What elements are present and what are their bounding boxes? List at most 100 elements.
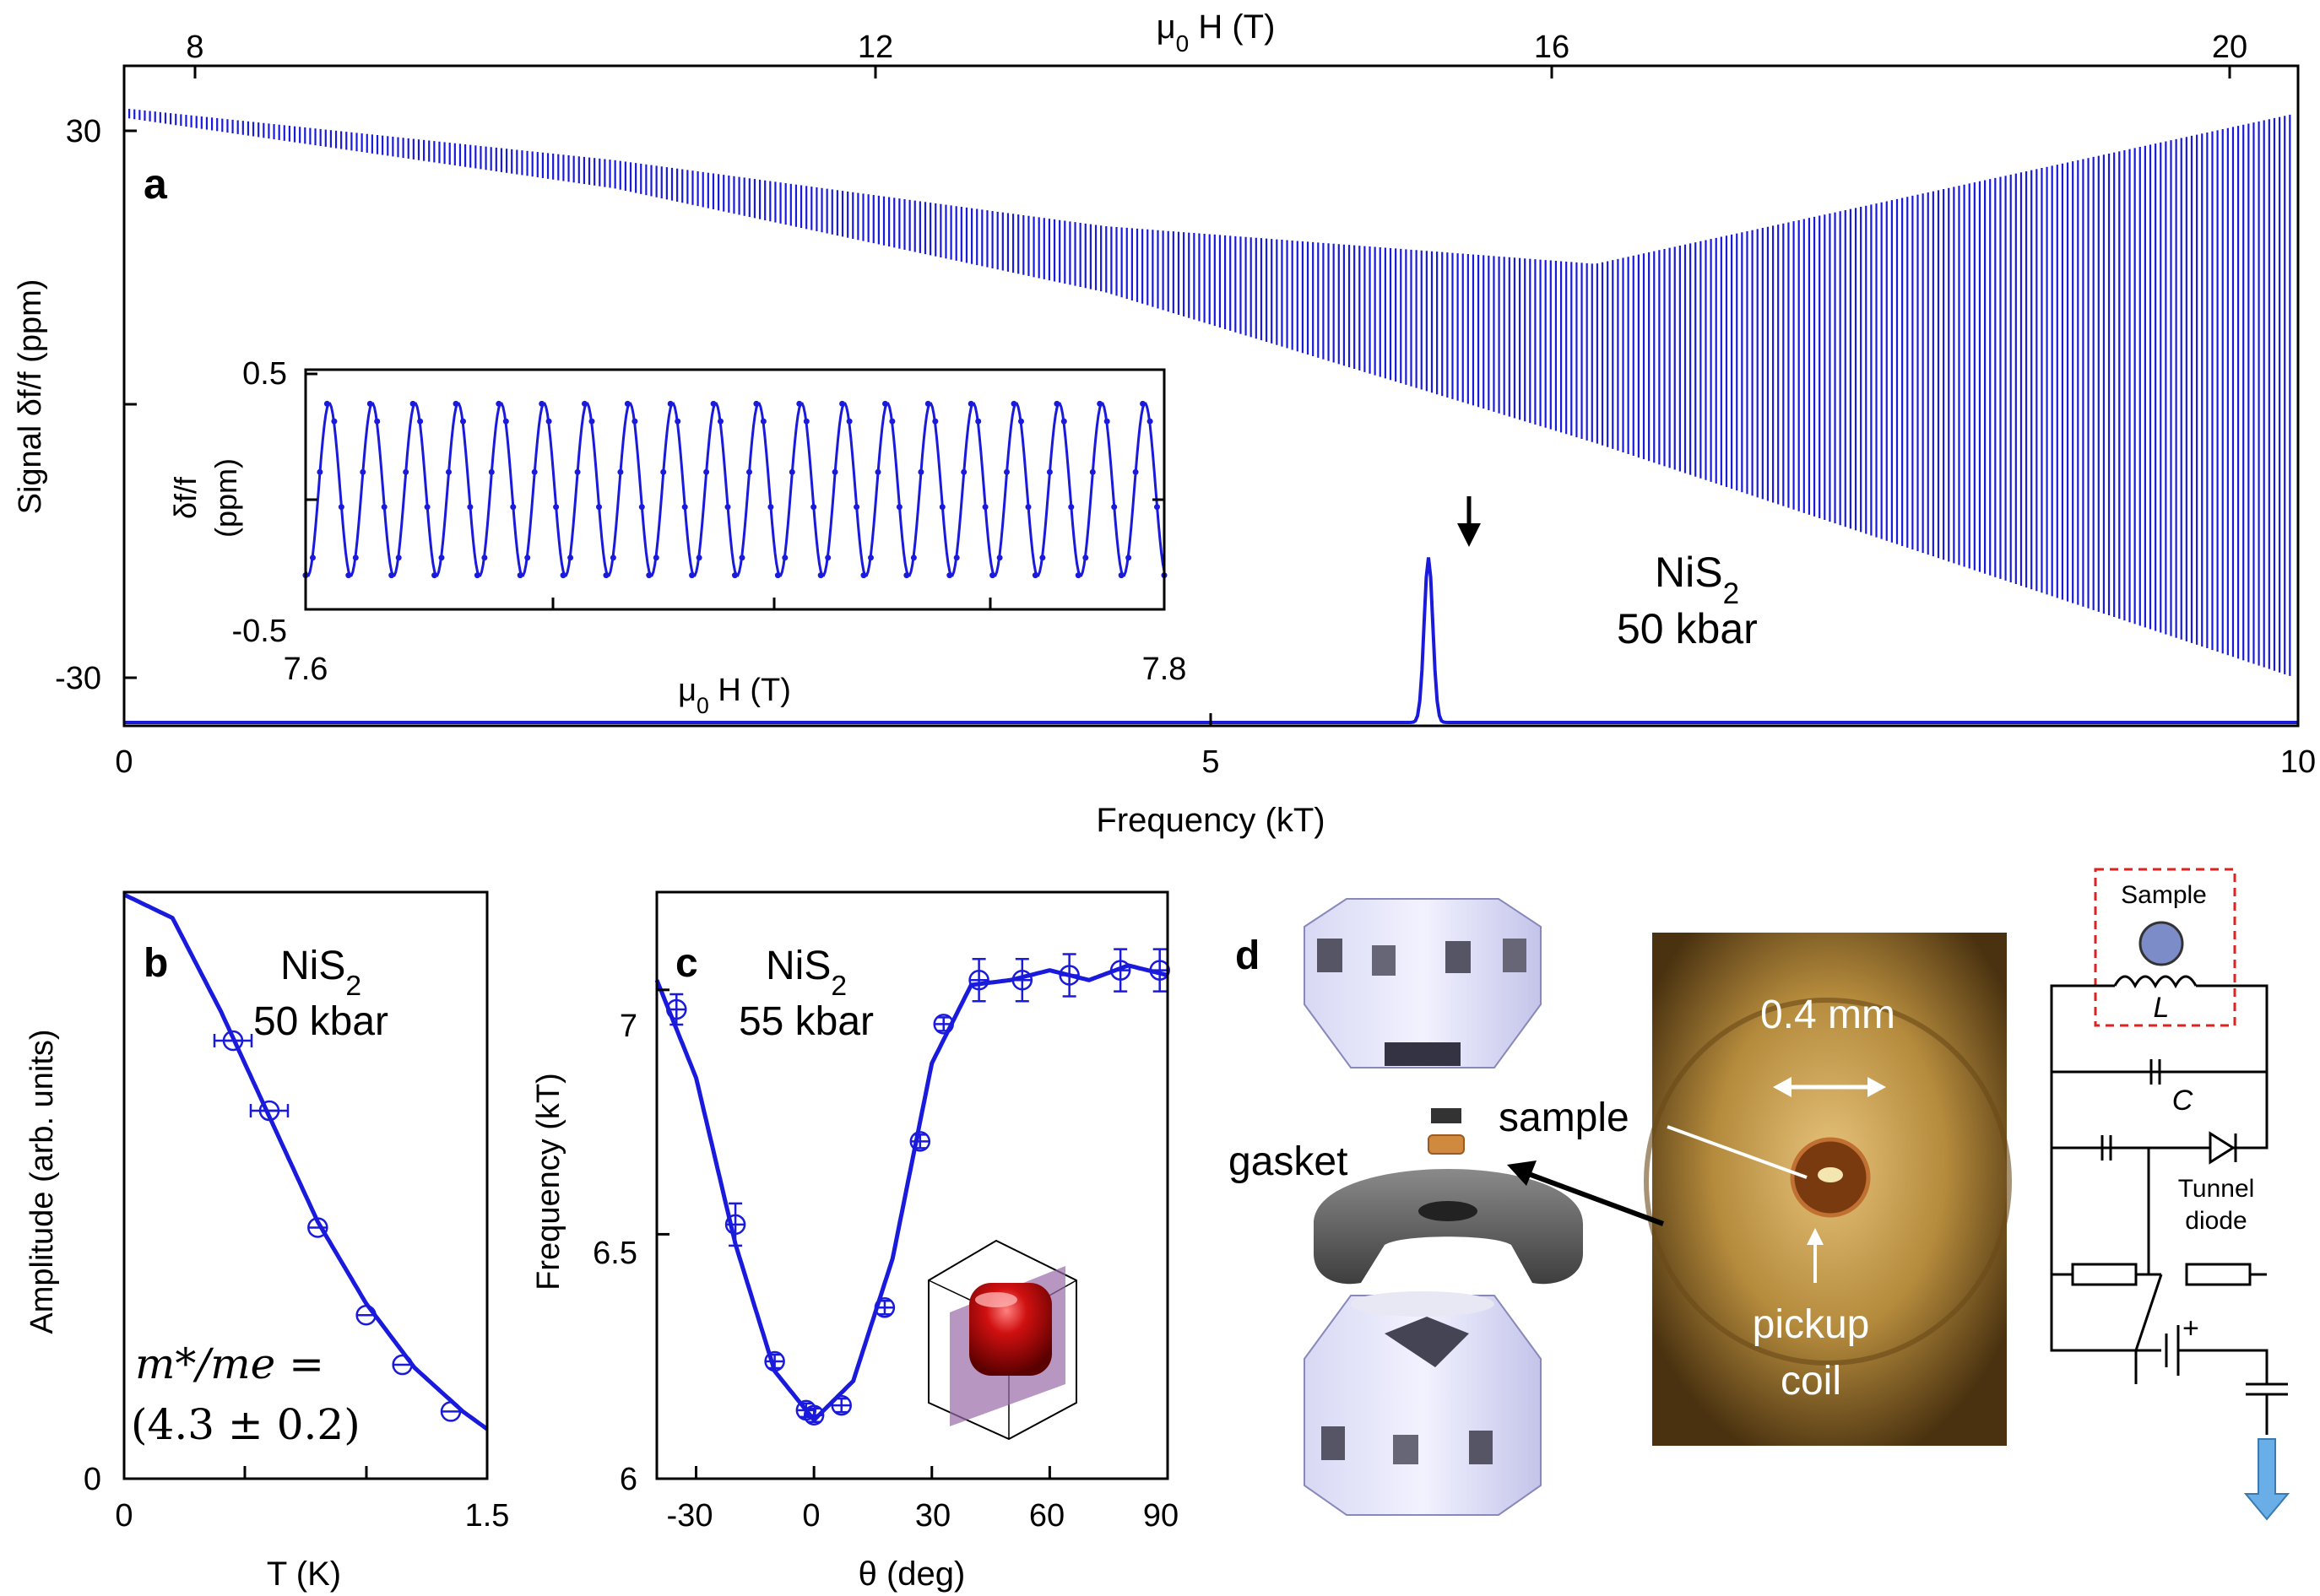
inset-data-point — [524, 555, 531, 561]
inset-data-point — [1146, 418, 1153, 425]
gasket-label: gasket — [1228, 1139, 1347, 1184]
inset-data-point — [839, 400, 846, 407]
inset-data-point — [739, 555, 745, 561]
inset-data-point — [968, 400, 974, 407]
panel-a-ytick-label-30: 30 — [66, 114, 101, 149]
top-diamond-facet-5 — [1385, 1042, 1461, 1066]
inset-data-point — [366, 400, 373, 407]
inset-data-point — [946, 572, 953, 579]
inset-data-point — [860, 572, 867, 579]
panel-b-ytick-label-0: 0 — [84, 1462, 101, 1497]
inset-data-point — [675, 418, 681, 425]
inset-data-point — [1097, 400, 1103, 407]
circuit-capacitor-label: C — [2172, 1085, 2193, 1117]
inset-data-point — [961, 468, 968, 475]
inset-data-point — [1046, 468, 1053, 475]
inset-data-point — [560, 572, 566, 579]
panel-a-xtick-label-0: 0 — [115, 744, 133, 780]
panel-c-xlabel: θ (deg) — [859, 1555, 966, 1593]
panel-c-fit-curve — [654, 963, 1168, 1424]
gasket — [1314, 1169, 1583, 1285]
inset-data-point — [832, 468, 838, 475]
inset-data-point — [502, 418, 509, 425]
resistor-right — [2185, 1263, 2252, 1286]
panel-b-label: b — [144, 941, 168, 986]
inset-data-point — [667, 400, 674, 407]
inset-data-point — [782, 555, 789, 561]
circuit-tunnel-label-2: diode — [2185, 1207, 2247, 1235]
inset-data-point — [724, 504, 731, 511]
panel-b-xtick-label-15: 1.5 — [465, 1498, 510, 1534]
panel-c-xtick-label-0: 0 — [802, 1498, 820, 1534]
panel-b-annotation-compound: NiS2 — [280, 944, 361, 1002]
inset-data-points — [302, 400, 1168, 579]
inset-ylabel-2: (ppm) — [209, 458, 243, 538]
pickup-label: pickup — [1753, 1302, 1870, 1347]
panel-d-label: d — [1235, 933, 1260, 978]
inset-data-point — [517, 572, 523, 579]
inset-data-point — [753, 400, 760, 407]
inset-box-outline — [928, 1239, 1077, 1441]
inset-data-point — [631, 418, 638, 425]
output-arrow — [2243, 1438, 2290, 1521]
panel-c-data-points — [666, 948, 1170, 1426]
panel-a-toptick-label-12: 12 — [858, 30, 893, 65]
photo-pointer-arrow — [1518, 1168, 1665, 1226]
resistor-left — [2071, 1263, 2138, 1286]
inset-data-point — [360, 468, 366, 475]
panel-c: -30 0 30 60 90 6 6.5 7 θ (deg) Frequency… — [531, 890, 1179, 1593]
panel-a-ylabel: Signal δf/f (ppm) — [13, 279, 48, 515]
inset-xlabel: μ0 H (T) — [678, 673, 791, 718]
inset-data-point — [496, 400, 502, 407]
inset-data-point — [381, 504, 388, 511]
inductor-symbol — [2113, 975, 2198, 989]
bottom-diamond-facet-2 — [1393, 1435, 1418, 1464]
bottom-diamond-culet — [1351, 1291, 1494, 1317]
inset-data-point — [481, 555, 488, 561]
tunnel-diode-symbol — [2209, 1131, 2237, 1165]
inset-data-point — [875, 468, 881, 475]
panel-c-ytick-label-6: 6 — [620, 1462, 637, 1497]
inset-data-point — [789, 468, 795, 475]
inset-data-point — [403, 468, 409, 475]
inset-data-point — [1140, 400, 1146, 407]
inset-data-point — [1075, 572, 1081, 579]
inset-ylabel-1: δf/f — [168, 476, 203, 519]
inset-data-point — [310, 555, 316, 561]
inset-data-point — [424, 504, 431, 511]
inset-data-point — [996, 555, 1003, 561]
inset-data-point — [345, 572, 352, 579]
inset-data-point — [696, 555, 702, 561]
scale-bar-label: 0.4 mm — [1760, 993, 1895, 1037]
panel-c-ytick-label-65: 6.5 — [593, 1236, 637, 1271]
circuit-inductor-label: L — [2154, 992, 2170, 1024]
inset-data-point — [710, 400, 717, 407]
bottom-diamond-anvil — [1304, 1291, 1542, 1516]
panel-b-mass-value: (4.3 ± 0.2) — [131, 1400, 360, 1449]
panel-a-oscillation-trace — [122, 108, 2291, 676]
panel-a-xtick-label-5: 5 — [1201, 744, 1219, 780]
panel-c-annotation-pressure: 55 kbar — [739, 999, 874, 1044]
inset-data-point — [539, 400, 545, 407]
inset-data-point — [989, 572, 996, 579]
inset-frame — [304, 368, 1166, 611]
bottom-diamond-facet-3 — [1469, 1431, 1493, 1464]
top-diamond-facet-1 — [1317, 939, 1342, 972]
panel-c-xtick-label-m30: -30 — [667, 1498, 713, 1534]
inset-data-point — [1068, 504, 1075, 511]
panel-c-xtick-label-30: 30 — [915, 1498, 951, 1534]
inset-data-point — [810, 504, 817, 511]
inset-data-point — [374, 418, 381, 425]
scale-bar-arrow-left — [1773, 1077, 1791, 1097]
inset-data-point — [438, 555, 445, 561]
inset-data-point — [1118, 572, 1125, 579]
inset-data-point — [760, 418, 767, 425]
panel-a-xlabel: Frequency (kT) — [1096, 802, 1325, 839]
inset-data-point — [703, 468, 710, 475]
inset-data-point — [982, 504, 989, 511]
inset-data-point — [409, 400, 416, 407]
inset-data-point — [603, 572, 610, 579]
panel-a-toptick-label-16: 16 — [1534, 30, 1569, 65]
panel-b-ylabel: Amplitude (arb. units) — [24, 1029, 60, 1334]
photo-rim — [1644, 998, 2012, 1366]
